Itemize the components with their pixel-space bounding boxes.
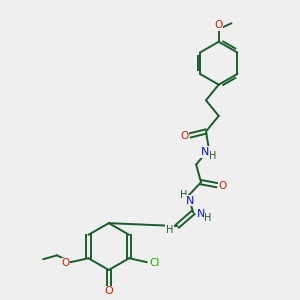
Text: N: N <box>201 147 209 157</box>
Text: O: O <box>104 286 113 296</box>
Text: O: O <box>62 258 70 268</box>
Text: O: O <box>180 131 188 141</box>
Text: H: H <box>166 225 173 235</box>
Text: H: H <box>209 151 217 161</box>
Text: N: N <box>197 209 205 219</box>
Text: H: H <box>204 213 211 223</box>
Text: H: H <box>180 190 187 200</box>
Text: O: O <box>218 181 227 191</box>
Text: Cl: Cl <box>149 258 160 268</box>
Text: N: N <box>186 196 194 206</box>
Text: O: O <box>214 20 223 30</box>
